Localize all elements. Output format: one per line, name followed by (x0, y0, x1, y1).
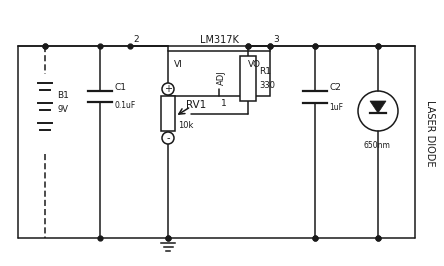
Bar (161, 96, 175, 131)
Text: 1: 1 (221, 99, 227, 109)
Text: 3: 3 (273, 35, 279, 44)
Circle shape (162, 132, 174, 144)
Text: 650nm: 650nm (364, 142, 391, 151)
Text: RV1: RV1 (186, 101, 206, 110)
Text: 330: 330 (259, 81, 275, 90)
Text: 9V: 9V (57, 105, 68, 114)
Text: 1uF: 1uF (329, 102, 343, 111)
Text: 0.1uF: 0.1uF (114, 102, 135, 110)
Text: VI: VI (174, 60, 183, 69)
Polygon shape (370, 101, 386, 113)
Text: LASER DIODE: LASER DIODE (425, 100, 435, 166)
Text: R1: R1 (259, 67, 271, 76)
Text: LM317K: LM317K (199, 35, 238, 45)
Circle shape (162, 83, 174, 95)
Text: C2: C2 (329, 82, 341, 92)
Bar (240, 56, 256, 101)
Text: +: + (164, 84, 172, 94)
Text: 2: 2 (133, 35, 139, 44)
Text: 10k: 10k (178, 121, 194, 130)
Text: B1: B1 (57, 92, 69, 101)
Circle shape (358, 91, 398, 131)
Text: ADJ: ADJ (217, 70, 226, 85)
Text: VO: VO (248, 60, 261, 69)
Text: -: - (166, 133, 170, 143)
Bar (168, 51, 270, 96)
Text: C1: C1 (114, 82, 126, 92)
